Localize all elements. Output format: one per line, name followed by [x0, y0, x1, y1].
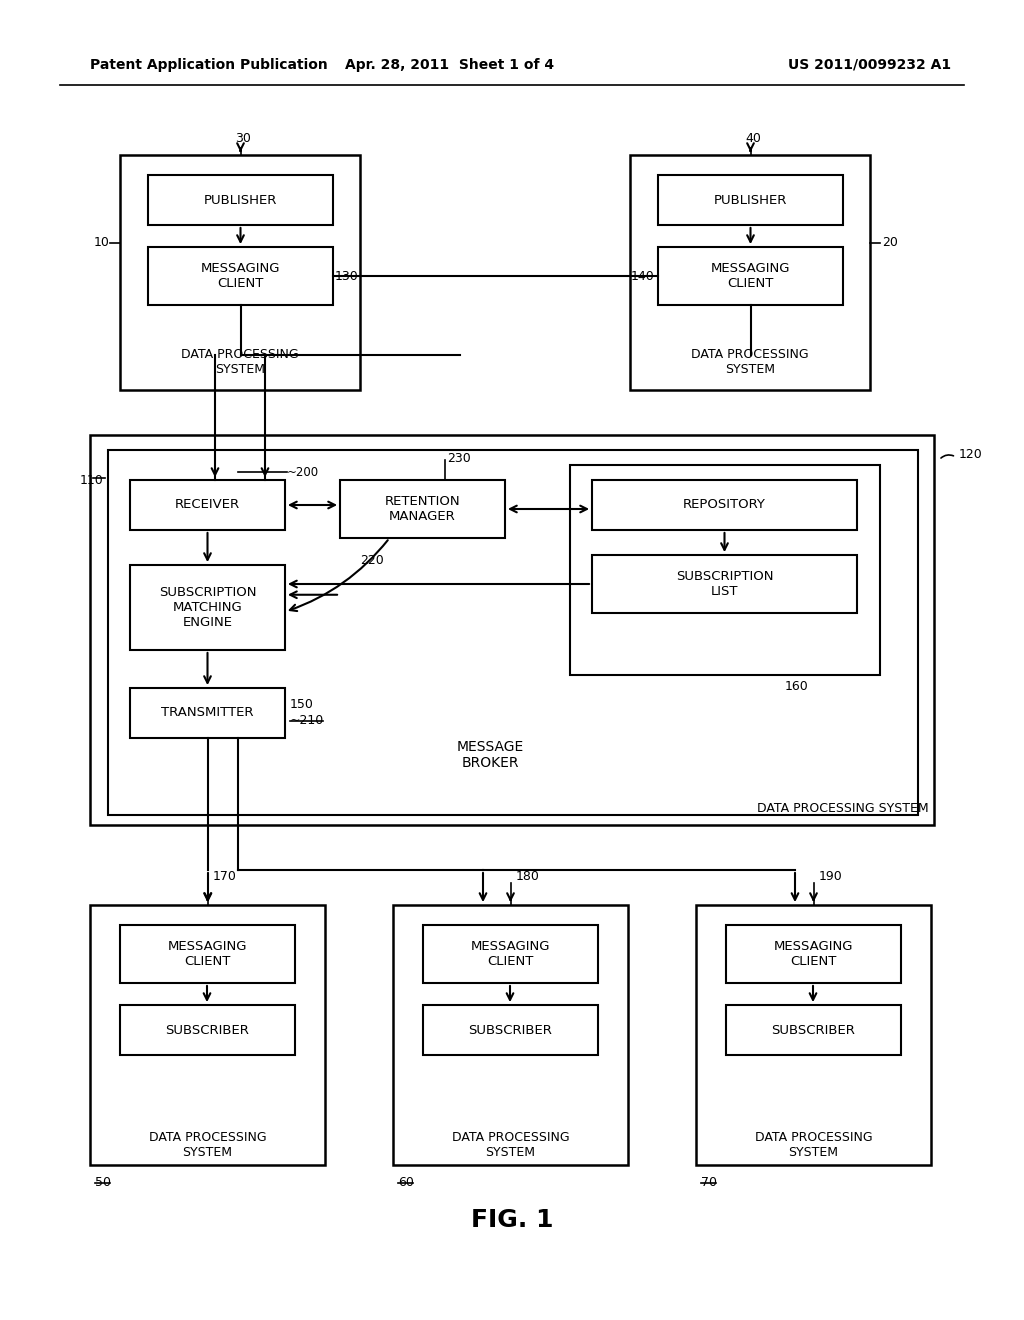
Text: 20: 20	[882, 236, 898, 249]
Text: SUBSCRIPTION
MATCHING
ENGINE: SUBSCRIPTION MATCHING ENGINE	[159, 586, 256, 630]
Text: SUBSCRIBER: SUBSCRIBER	[771, 1023, 855, 1036]
Bar	[90, 906, 325, 1166]
Text: RETENTION
MANAGER: RETENTION MANAGER	[385, 495, 461, 523]
Text: 170: 170	[213, 870, 237, 883]
Bar	[423, 1005, 598, 1055]
Text: MESSAGING
CLIENT: MESSAGING CLIENT	[711, 261, 791, 290]
Text: TRANSMITTER: TRANSMITTER	[161, 706, 254, 719]
Bar	[393, 906, 628, 1166]
Text: SUBSCRIBER: SUBSCRIBER	[469, 1023, 552, 1036]
Text: MESSAGING
CLIENT: MESSAGING CLIENT	[168, 940, 247, 968]
Bar	[148, 176, 333, 224]
Text: DATA PROCESSING
SYSTEM: DATA PROCESSING SYSTEM	[452, 1131, 569, 1159]
Text: 40: 40	[745, 132, 762, 144]
Text: REPOSITORY: REPOSITORY	[683, 499, 766, 511]
Text: RECEIVER: RECEIVER	[175, 499, 240, 511]
Text: 180: 180	[515, 870, 540, 883]
Bar	[592, 554, 857, 612]
Text: DATA PROCESSING
SYSTEM: DATA PROCESSING SYSTEM	[181, 348, 299, 376]
Text: 140: 140	[630, 269, 654, 282]
Bar	[130, 688, 285, 738]
Bar	[726, 925, 901, 983]
Bar	[148, 247, 333, 305]
Text: 190: 190	[818, 870, 843, 883]
Text: US 2011/0099232 A1: US 2011/0099232 A1	[788, 58, 951, 73]
Text: 130: 130	[335, 269, 358, 282]
Bar	[726, 1005, 901, 1055]
Bar	[108, 450, 918, 814]
Bar	[658, 247, 843, 305]
Text: PUBLISHER: PUBLISHER	[714, 194, 787, 206]
Bar	[120, 1005, 295, 1055]
Bar	[130, 565, 285, 649]
Bar	[120, 925, 295, 983]
Text: 120: 120	[959, 449, 983, 462]
Text: 50: 50	[95, 1176, 111, 1189]
Text: DATA PROCESSING
SYSTEM: DATA PROCESSING SYSTEM	[755, 1131, 872, 1159]
Text: MESSAGING
CLIENT: MESSAGING CLIENT	[201, 261, 281, 290]
Bar	[592, 480, 857, 531]
Text: 160: 160	[785, 681, 809, 693]
Text: ~210: ~210	[290, 714, 325, 727]
Text: 150: 150	[290, 698, 314, 711]
Text: ~200: ~200	[287, 466, 319, 479]
Text: Patent Application Publication: Patent Application Publication	[90, 58, 328, 73]
Text: MESSAGING
CLIENT: MESSAGING CLIENT	[471, 940, 550, 968]
Text: PUBLISHER: PUBLISHER	[204, 194, 278, 206]
Text: SUBSCRIBER: SUBSCRIBER	[166, 1023, 250, 1036]
Text: 10: 10	[94, 236, 110, 249]
Bar	[658, 176, 843, 224]
Text: DATA PROCESSING
SYSTEM: DATA PROCESSING SYSTEM	[148, 1131, 266, 1159]
Text: MESSAGING
CLIENT: MESSAGING CLIENT	[774, 940, 853, 968]
Bar	[340, 480, 505, 539]
Text: MESSAGE
BROKER: MESSAGE BROKER	[457, 741, 523, 770]
Text: 220: 220	[360, 553, 384, 566]
Text: 60: 60	[398, 1176, 414, 1189]
Bar	[570, 465, 880, 675]
Text: FIG. 1: FIG. 1	[471, 1208, 553, 1232]
Text: SUBSCRIPTION
LIST: SUBSCRIPTION LIST	[676, 570, 773, 598]
Text: Apr. 28, 2011  Sheet 1 of 4: Apr. 28, 2011 Sheet 1 of 4	[345, 58, 555, 73]
Text: 70: 70	[701, 1176, 717, 1189]
Text: DATA PROCESSING
SYSTEM: DATA PROCESSING SYSTEM	[691, 348, 809, 376]
Bar	[423, 925, 598, 983]
Bar	[630, 154, 870, 389]
Text: 230: 230	[447, 451, 471, 465]
Bar	[120, 154, 360, 389]
Bar	[130, 480, 285, 531]
Text: 30: 30	[236, 132, 251, 144]
Bar	[696, 906, 931, 1166]
Text: 110: 110	[79, 474, 103, 487]
Bar	[90, 436, 934, 825]
Text: DATA PROCESSING SYSTEM: DATA PROCESSING SYSTEM	[758, 803, 929, 814]
